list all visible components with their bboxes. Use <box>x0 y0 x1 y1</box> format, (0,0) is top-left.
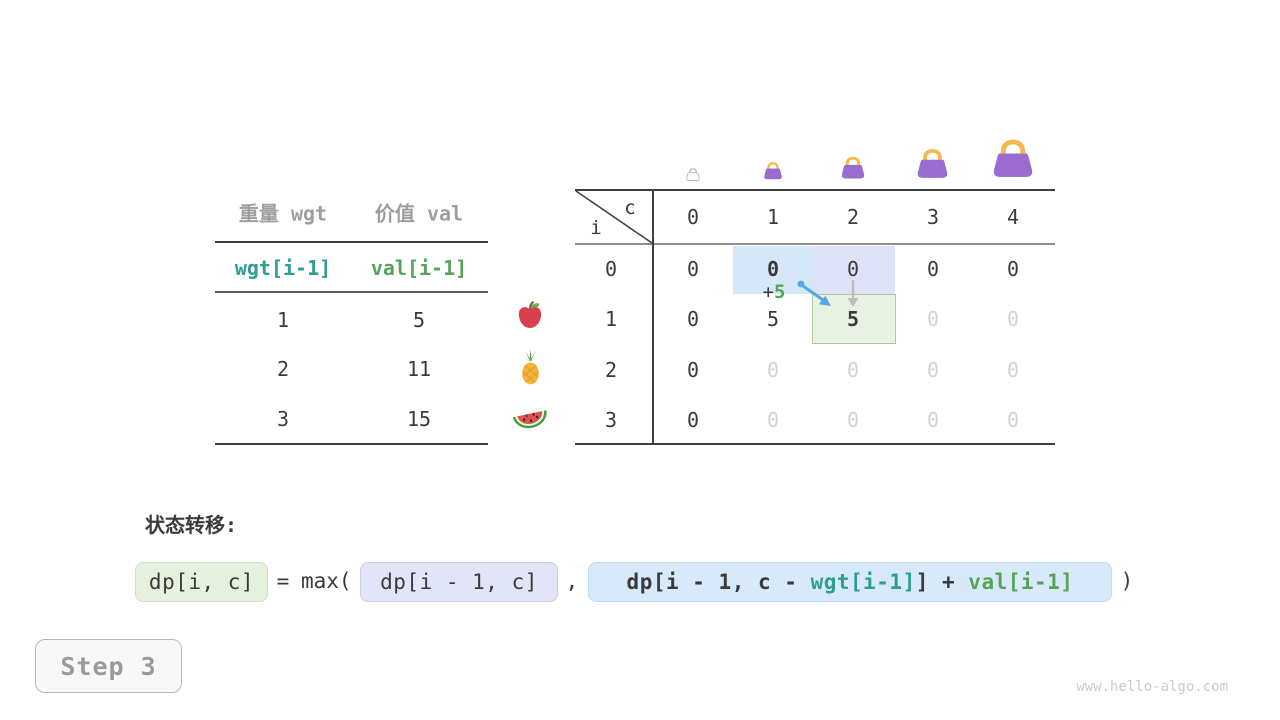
item-3-value: 15 <box>406 407 432 431</box>
items-header-weight: 重量 wgt <box>238 201 328 226</box>
formula-comma: , <box>565 569 579 593</box>
dp-cell-0-1: 0 <box>766 257 780 281</box>
dp-cell-1-1: 5 <box>766 307 780 331</box>
watermelon-icon <box>511 403 549 434</box>
formula-max-open: max( <box>301 569 352 593</box>
dp-row-label-2: 2 <box>604 358 618 382</box>
dp-col-label-0: 0 <box>686 205 700 229</box>
item-2-value: 11 <box>406 357 432 381</box>
dp-table-line-header <box>575 243 1055 245</box>
bag-capacity-2-icon <box>839 155 867 181</box>
plus-operator: + <box>762 281 774 303</box>
formula-arg2-prefix: dp[i - 1, c - <box>626 570 811 594</box>
item-2-weight: 2 <box>276 357 290 381</box>
formula-arg2-mid: ] + <box>915 570 969 594</box>
dp-col-label-2: 2 <box>846 205 860 229</box>
bag-capacity-0-icon <box>685 167 701 182</box>
dp-cell-2-1: 0 <box>766 358 780 382</box>
transition-add-annotation: +5 <box>763 281 786 303</box>
dp-cell-0-3: 0 <box>926 257 940 281</box>
formula-arg2-val: val[i-1] <box>968 570 1074 594</box>
dp-row-label-3: 3 <box>604 408 618 432</box>
item-1-value: 5 <box>412 308 426 332</box>
items-subheader-val: val[i-1] <box>370 256 468 280</box>
bag-capacity-3-icon <box>914 147 951 181</box>
formula-close-paren: ) <box>1120 569 1134 593</box>
dp-cell-0-2: 0 <box>846 257 860 281</box>
item-1-weight: 1 <box>276 308 290 332</box>
dp-row-label-1: 1 <box>604 307 618 331</box>
formula-arg1: dp[i - 1, c] <box>360 562 558 602</box>
bag-capacity-1-icon <box>762 161 784 181</box>
dp-corner-diagonal-line <box>575 190 653 244</box>
formula-lhs: dp[i, c] <box>135 562 268 602</box>
dp-cell-0-0: 0 <box>686 257 700 281</box>
step-badge: Step 3 <box>35 639 182 693</box>
dp-col-label-3: 3 <box>926 205 940 229</box>
dp-cell-2-3: 0 <box>926 358 940 382</box>
dp-row-label-0: 0 <box>604 257 618 281</box>
items-subheader-wgt: wgt[i-1] <box>234 256 332 280</box>
dp-cell-3-4: 0 <box>1006 408 1020 432</box>
dp-cell-3-1: 0 <box>766 408 780 432</box>
dp-cell-1-4: 0 <box>1006 307 1020 331</box>
formula-arg2-wgt: wgt[i-1] <box>810 570 916 594</box>
dp-cell-1-3: 0 <box>926 307 940 331</box>
dp-cell-0-4: 0 <box>1006 257 1020 281</box>
items-header-value: 价值 val <box>374 201 464 226</box>
step-badge-label: Step 3 <box>60 651 157 681</box>
dp-corner-row-var: i <box>590 217 602 239</box>
dp-cell-3-3: 0 <box>926 408 940 432</box>
added-value: 5 <box>774 281 786 303</box>
dp-table-line-vertical <box>652 190 654 444</box>
dp-table-line-top <box>575 189 1055 191</box>
formula-arg2: dp[i - 1, c - wgt[i-1]] + val[i-1] <box>588 562 1112 602</box>
bag-capacity-4-icon <box>989 137 1037 181</box>
dp-col-label-4: 4 <box>1006 205 1020 229</box>
transition-label: 状态转移: <box>145 513 238 537</box>
apple-icon <box>515 300 545 331</box>
dp-cell-2-4: 0 <box>1006 358 1020 382</box>
dp-cell-1-0: 0 <box>686 307 700 331</box>
dp-corner-col-var: c <box>624 197 636 219</box>
dp-cell-2-0: 0 <box>686 358 700 382</box>
dp-table-line-bottom <box>575 443 1055 445</box>
dp-cell-2-2: 0 <box>846 358 860 382</box>
item-3-weight: 3 <box>276 407 290 431</box>
watermark: www.hello-algo.com <box>1076 679 1228 695</box>
items-table-line-top <box>215 241 488 243</box>
dp-cell-3-0: 0 <box>686 408 700 432</box>
formula-equals: = <box>276 569 290 593</box>
items-table-line-bottom <box>215 443 488 445</box>
dp-cell-1-2: 5 <box>846 307 860 331</box>
pineapple-icon <box>517 348 544 387</box>
dp-col-label-1: 1 <box>766 205 780 229</box>
dp-cell-3-2: 0 <box>846 408 860 432</box>
items-table-line-mid <box>215 291 488 293</box>
